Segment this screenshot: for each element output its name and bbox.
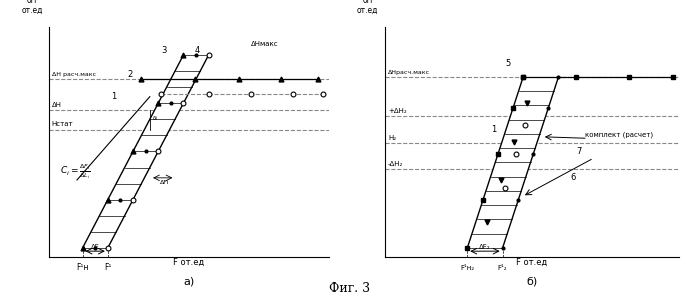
Text: ΔHрасч.макс: ΔHрасч.макс [388,70,430,75]
Text: 7: 7 [576,147,582,156]
Text: F¹: F¹ [104,263,111,272]
Text: 5: 5 [505,59,511,68]
Text: Фиг. 3: Фиг. 3 [330,282,370,295]
Text: комплект (расчет): комплект (расчет) [585,131,653,138]
Text: ΔH расч.макс: ΔH расч.макс [52,72,96,77]
Text: -ΔH₂: -ΔH₂ [388,161,403,167]
Text: $C_i = \frac{\Delta F_i}{\Delta L_i}$: $C_i = \frac{\Delta F_i}{\Delta L_i}$ [60,162,91,181]
Text: 3: 3 [161,46,167,55]
Text: F¹н₂: F¹н₂ [461,265,475,271]
Text: ΔF₂: ΔF₂ [479,244,491,250]
Text: ΔF: ΔF [91,244,99,250]
Text: 1: 1 [111,92,116,101]
X-axis label: F от.ед: F от.ед [517,258,547,267]
Text: 4: 4 [195,46,200,55]
Text: а): а) [183,276,195,286]
Text: +ΔH₂: +ΔH₂ [388,108,407,114]
Text: 6: 6 [570,173,575,182]
Text: δH
от.ед: δH от.ед [357,0,378,15]
Polygon shape [83,55,209,248]
X-axis label: F от.ед: F от.ед [174,258,204,267]
Text: ΔH: ΔH [52,102,62,108]
Text: H₂: H₂ [388,135,396,140]
Text: δH
от.ед: δH от.ед [22,0,43,15]
Text: 1: 1 [491,125,496,134]
Text: ΔFi: ΔFi [160,181,169,186]
Text: F¹₂: F¹₂ [498,265,508,271]
Text: F¹н: F¹н [76,263,89,272]
Polygon shape [468,77,559,248]
Text: 2: 2 [127,70,133,79]
Text: б): б) [526,276,538,286]
Text: ΔHмакс: ΔHмакс [251,41,278,47]
Text: Hстат: Hстат [52,121,74,127]
Text: δi: δi [153,116,158,121]
